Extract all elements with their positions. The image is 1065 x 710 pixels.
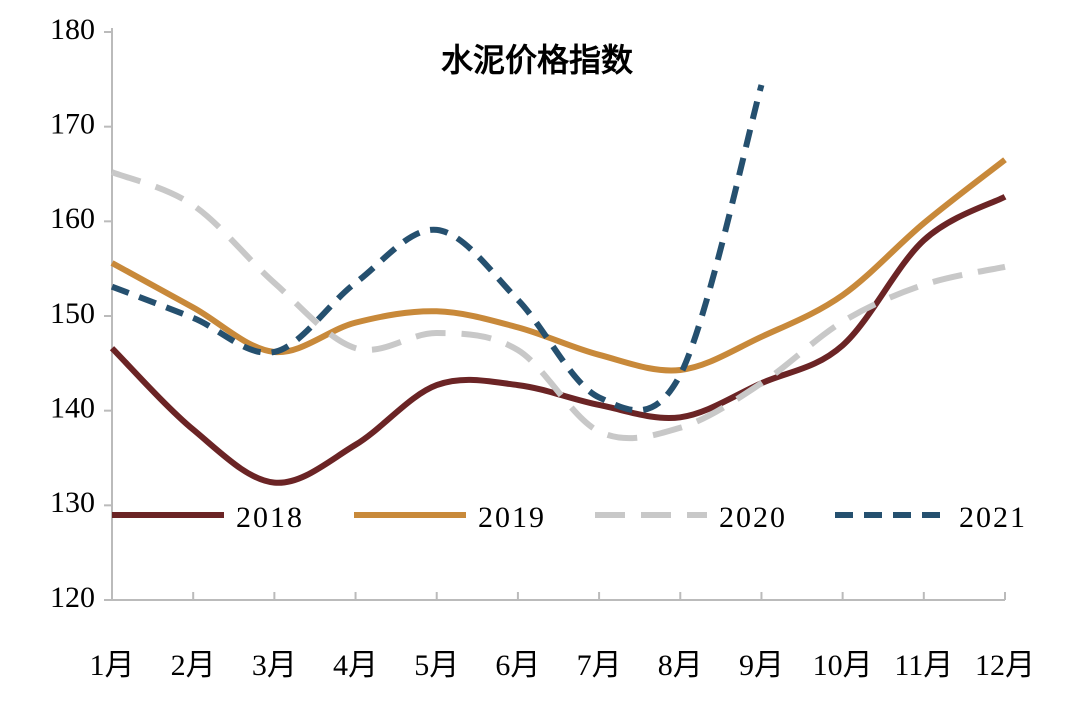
- y-tick-label: 140: [50, 392, 95, 425]
- legend-label: 2019: [478, 501, 546, 534]
- legend-label: 2020: [719, 501, 787, 534]
- legend-label: 2021: [959, 501, 1027, 534]
- y-tick-label: 130: [50, 486, 95, 519]
- x-tick-label: 5月: [414, 649, 459, 682]
- series-line: [110, 84, 765, 414]
- x-tick-label: 6月: [495, 649, 540, 682]
- x-tick-label: 10月: [813, 649, 873, 682]
- x-tick-label: 9月: [739, 649, 784, 682]
- y-tick-label: 120: [50, 581, 95, 614]
- y-tick-label: 170: [50, 108, 95, 141]
- series-line: [110, 157, 1007, 374]
- series-line: [110, 169, 1006, 442]
- x-tick-label: 3月: [252, 649, 297, 682]
- x-tick-label: 8月: [658, 649, 703, 682]
- y-tick-label: 150: [50, 297, 95, 330]
- x-tick-label: 12月: [975, 649, 1035, 682]
- y-tick-label: 160: [50, 202, 95, 235]
- chart-title: 水泥价格指数: [441, 41, 634, 79]
- x-tick-label: 2月: [171, 649, 216, 682]
- legend-label: 2018: [236, 501, 304, 534]
- y-tick-label: 180: [50, 13, 95, 46]
- x-tick-label: 4月: [333, 649, 378, 682]
- x-tick-label: 11月: [894, 649, 953, 682]
- x-tick-label: 7月: [577, 649, 622, 682]
- series-line: [109, 194, 1007, 486]
- x-tick-label: 1月: [90, 649, 135, 682]
